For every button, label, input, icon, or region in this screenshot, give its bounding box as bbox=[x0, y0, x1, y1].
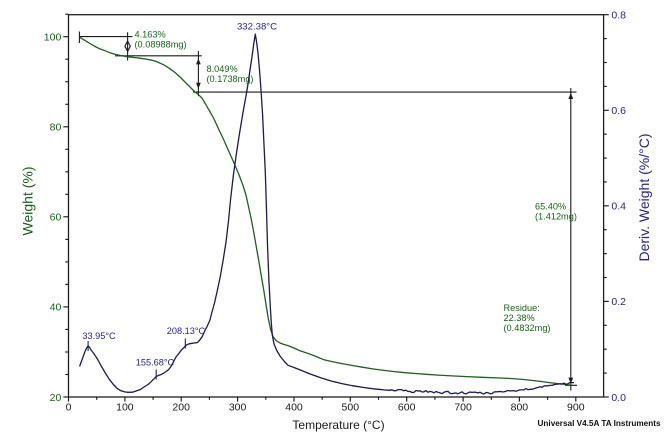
svg-text:Weight (%): Weight (%) bbox=[19, 167, 35, 236]
svg-text:80: 80 bbox=[50, 122, 62, 134]
svg-text:700: 700 bbox=[454, 401, 472, 413]
svg-text:800: 800 bbox=[511, 401, 529, 413]
svg-text:Universal V4.5A TA Instruments: Universal V4.5A TA Instruments bbox=[538, 419, 661, 428]
svg-text:0.6: 0.6 bbox=[611, 105, 626, 117]
svg-text:300: 300 bbox=[229, 401, 247, 413]
svg-text:(0.1738mg): (0.1738mg) bbox=[207, 74, 254, 84]
svg-text:208.13°C: 208.13°C bbox=[167, 326, 206, 336]
svg-text:155.68°C: 155.68°C bbox=[136, 358, 175, 368]
svg-text:65.40%: 65.40% bbox=[535, 202, 566, 212]
svg-text:100: 100 bbox=[116, 401, 134, 413]
svg-text:22.38%: 22.38% bbox=[504, 313, 535, 323]
svg-text:Deriv. Weight (%/°C): Deriv. Weight (%/°C) bbox=[636, 134, 652, 262]
svg-text:0.4: 0.4 bbox=[611, 201, 626, 213]
svg-text:0.8: 0.8 bbox=[611, 10, 626, 22]
svg-text:0.2: 0.2 bbox=[611, 296, 626, 308]
svg-text:332.38°C: 332.38°C bbox=[237, 22, 277, 33]
svg-text:8.049%: 8.049% bbox=[207, 64, 238, 74]
svg-text:Temperature (°C): Temperature (°C) bbox=[292, 418, 384, 432]
svg-text:4.163%: 4.163% bbox=[135, 30, 166, 40]
svg-text:0.0: 0.0 bbox=[611, 392, 626, 404]
svg-text:0: 0 bbox=[66, 401, 72, 413]
svg-text:60: 60 bbox=[50, 212, 62, 224]
svg-text:500: 500 bbox=[342, 401, 360, 413]
svg-text:20: 20 bbox=[50, 392, 62, 404]
svg-text:600: 600 bbox=[398, 401, 416, 413]
svg-text:(0.4832mg): (0.4832mg) bbox=[504, 323, 551, 333]
svg-text:100: 100 bbox=[44, 32, 62, 44]
svg-text:900: 900 bbox=[567, 401, 585, 413]
svg-text:33.95°C: 33.95°C bbox=[82, 331, 116, 341]
svg-text:200: 200 bbox=[172, 401, 190, 413]
svg-text:400: 400 bbox=[285, 401, 303, 413]
svg-text:(0.08988mg): (0.08988mg) bbox=[135, 40, 187, 50]
svg-text:Residue:: Residue: bbox=[504, 303, 540, 313]
svg-text:40: 40 bbox=[50, 302, 62, 314]
svg-text:(1.412mg): (1.412mg) bbox=[535, 212, 577, 222]
